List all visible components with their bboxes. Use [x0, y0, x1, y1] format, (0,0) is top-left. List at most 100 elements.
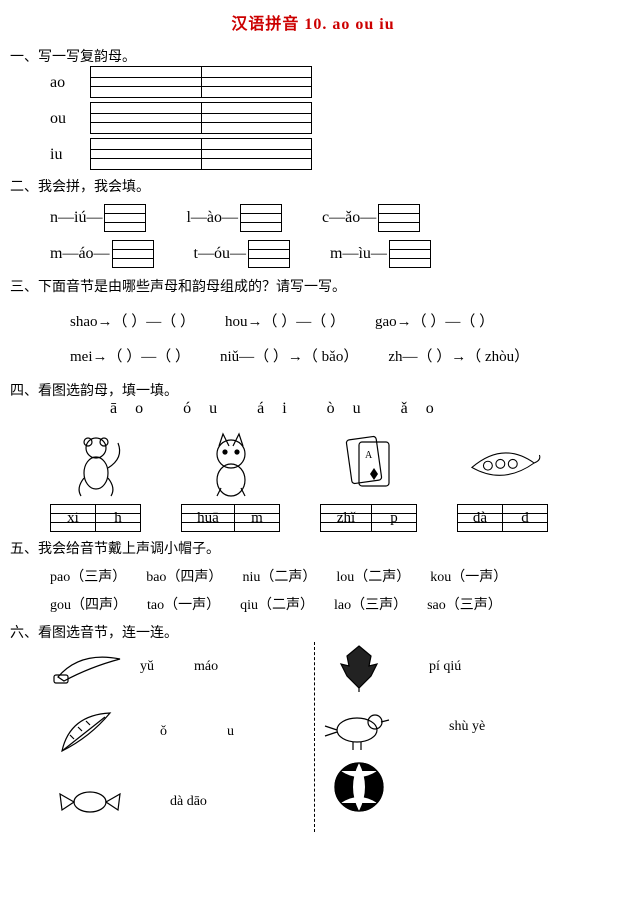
decomp-item: zh—（ ）→（ zhòu） — [388, 345, 529, 366]
s3-row-2: mei→（ ）—（ ） niǔ—（ ）→（ bǎo） zh—（ ）→（ zhòu… — [70, 345, 616, 366]
match-right-col: pí qiú shù yè — [319, 642, 579, 832]
decomp-item: niǔ—（ ）→（ bǎo） — [220, 345, 358, 366]
monkey-icon — [56, 428, 136, 498]
match-area: yǔ máo ǒ u — [50, 642, 616, 832]
decomp-item: mei→（ ）—（ ） — [70, 345, 190, 366]
match-label: dà dāo — [170, 794, 207, 810]
tone-item: sao（三声） — [427, 594, 502, 614]
tone-item: tao（一声） — [147, 594, 220, 614]
match-label: shù yè — [449, 719, 485, 735]
cell-text: h — [100, 510, 136, 527]
row-label: ou — [50, 110, 90, 134]
tone-item: lou（二声） — [336, 566, 410, 586]
answer-grid[interactable] — [248, 240, 290, 268]
writing-grid[interactable] — [90, 66, 312, 98]
match-row — [319, 762, 399, 812]
answer-pair[interactable]: zhǐ p — [320, 504, 417, 532]
section-2-heading: 二、我会拼，我会填。 — [10, 176, 616, 196]
pic-item-cat: huā m — [181, 428, 280, 532]
tone-item: gou（四声） — [50, 594, 127, 614]
tone-item: kou（一声） — [430, 566, 507, 586]
section-5-heading: 五、我会给音节戴上声调小帽子。 — [10, 538, 616, 558]
match-row: dà dāo — [50, 777, 207, 827]
section-4: 四、看图选韵母，填一填。 āo óu ái òu ǎo xi h — [10, 380, 616, 532]
answer-grid[interactable] — [378, 204, 420, 232]
combo-text: t—óu— — [194, 245, 246, 263]
combo: t—óu— — [194, 240, 290, 268]
svg-text:A: A — [365, 450, 373, 461]
section-2: 二、我会拼，我会填。 n—iú— l—ào— c—ǎo— m—áo— t—óu—… — [10, 176, 616, 268]
page-title: 汉语拼音 10. ao ou iu — [10, 10, 616, 34]
combo: l—ào— — [186, 204, 282, 232]
s5-row-2: gou（四声） tao（一声） qiu（二声） lao（三声） sao（三声） — [50, 594, 616, 614]
match-label: yǔ — [140, 659, 154, 675]
match-label: ǒ — [160, 724, 167, 740]
pic-item-cards: A zhǐ p — [320, 428, 417, 532]
cell-text: m — [239, 510, 275, 527]
cards-icon: A — [329, 428, 409, 498]
section-6-heading: 六、看图选音节，连一连。 — [10, 622, 616, 642]
pic-item-monkey: xi h — [50, 428, 141, 532]
s3-row-1: shao→（ ）—（ ） hou→（ ）—（ ） gao→（ ）—（ ） — [70, 310, 616, 331]
match-label: máo — [194, 659, 218, 675]
cell-text: p — [376, 510, 412, 527]
tone-item: niu（二声） — [242, 566, 316, 586]
s2-row-2: m—áo— t—óu— m—ìu— — [50, 240, 616, 268]
match-label: pí qiú — [429, 659, 461, 675]
decomp-item: hou→（ ）—（ ） — [225, 310, 345, 331]
combo-text: l—ào— — [186, 209, 238, 227]
combo-text: c—ǎo— — [322, 209, 376, 227]
s5-row-1: pao（三声） bao（四声） niu（二声） lou（二声） kou（一声） — [50, 566, 616, 586]
answer-pair[interactable]: huā m — [181, 504, 280, 532]
s4-row: xi h huā m — [50, 428, 616, 532]
cell-text: d — [507, 510, 543, 527]
section-5: 五、我会给音节戴上声调小帽子。 pao（三声） bao（四声） niu（二声） … — [10, 538, 616, 614]
combo: m—áo— — [50, 240, 154, 268]
match-label: u — [227, 724, 234, 740]
match-row: ǒ u — [50, 707, 234, 757]
match-row: shù yè — [319, 702, 485, 752]
knife-icon — [50, 642, 130, 692]
decomp-item: shao→（ ）—（ ） — [70, 310, 195, 331]
answer-pair[interactable]: dà d — [457, 504, 548, 532]
row-label: iu — [50, 146, 90, 170]
tone-item: qiu（二声） — [240, 594, 314, 614]
pic-item-peapod: dà d — [457, 428, 548, 532]
peapod-icon — [463, 428, 543, 498]
writing-grid[interactable] — [90, 102, 312, 134]
decomp-item: gao→（ ）—（ ） — [375, 310, 494, 331]
candy-icon — [50, 777, 130, 827]
cell-text: zhǐ — [325, 510, 367, 527]
grid-row-iu: iu — [50, 138, 616, 170]
combo-text: m—áo— — [50, 245, 110, 263]
match-left-col: yǔ máo ǒ u — [50, 642, 310, 832]
combo-text: n—iú— — [50, 209, 102, 227]
grid-row-ao: ao — [50, 66, 616, 98]
cell-text: xi — [55, 510, 91, 527]
divider — [314, 642, 315, 832]
combo: m—ìu— — [330, 240, 431, 268]
row-label: ao — [50, 74, 90, 98]
cell-text: dà — [462, 510, 498, 527]
tone-item: lao（三声） — [334, 594, 407, 614]
answer-grid[interactable] — [240, 204, 282, 232]
cat-icon — [191, 428, 271, 498]
section-4-heading: 四、看图选韵母，填一填。 — [10, 380, 616, 400]
answer-grid[interactable] — [389, 240, 431, 268]
answer-grid[interactable] — [104, 204, 146, 232]
bird-icon — [319, 702, 399, 752]
section-1: 一、写一写复韵母。 ao ou iu — [10, 46, 616, 170]
answer-pair[interactable]: xi h — [50, 504, 141, 532]
combo: n—iú— — [50, 204, 146, 232]
writing-grid[interactable] — [90, 138, 312, 170]
tone-item: bao（四声） — [146, 566, 222, 586]
section-3-heading: 三、下面音节是由哪些声母和韵母组成的？请写一写。 — [10, 276, 616, 296]
cell-text: huā — [186, 510, 230, 527]
grid-row-ou: ou — [50, 102, 616, 134]
section-3: 三、下面音节是由哪些声母和韵母组成的？请写一写。 shao→（ ）—（ ） ho… — [10, 276, 616, 366]
answer-grid[interactable] — [112, 240, 154, 268]
s2-row-1: n—iú— l—ào— c—ǎo— — [50, 204, 616, 232]
ball-icon — [319, 762, 399, 812]
tone-item: pao（三声） — [50, 566, 126, 586]
section-1-heading: 一、写一写复韵母。 — [10, 46, 616, 66]
